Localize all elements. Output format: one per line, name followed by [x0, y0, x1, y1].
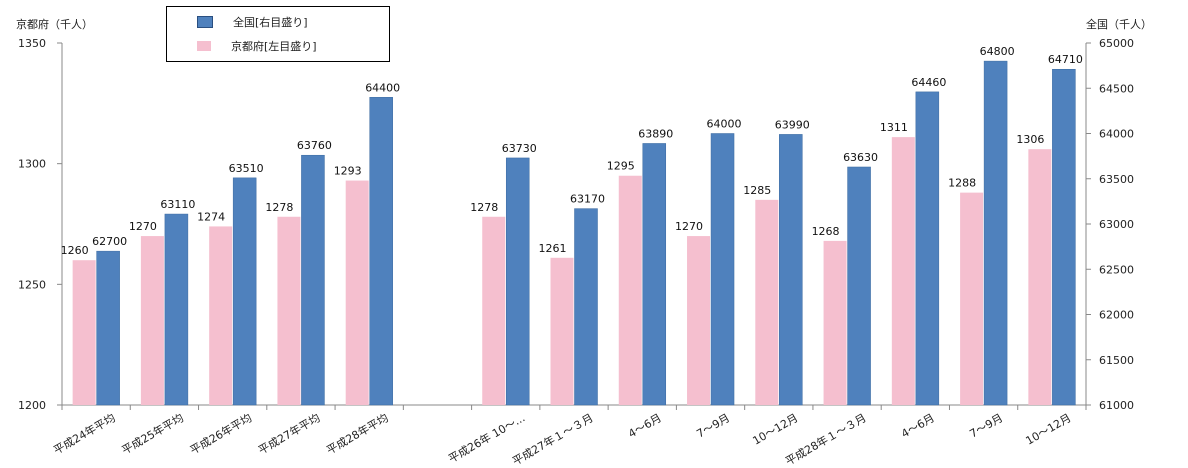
data-label-kyoto: 1293: [334, 165, 362, 178]
data-label-national: 63510: [229, 162, 264, 175]
data-label-national: 64460: [911, 76, 946, 89]
x-tick-label: 平成28年平均: [324, 410, 391, 457]
data-label-national: 64400: [365, 81, 400, 94]
bar-national: [710, 133, 735, 406]
x-tick-label: 平成26年平均: [187, 410, 254, 457]
bar-national: [369, 97, 393, 406]
bar-national: [164, 213, 189, 406]
right-tick-label: 64500: [1099, 82, 1134, 95]
x-tick-label: 平成25年平均: [119, 410, 186, 457]
data-label-national: 62700: [92, 235, 127, 248]
x-tick-label: 平成27年平均: [256, 410, 323, 457]
bar-national: [847, 166, 871, 406]
left-tick-label: 1350: [18, 37, 46, 50]
bar-national: [642, 143, 667, 406]
bar-national: [96, 250, 120, 406]
legend-swatch-kyoto: [197, 41, 211, 51]
data-label-kyoto: 1306: [1016, 133, 1044, 146]
bar-kyoto: [140, 236, 164, 405]
data-label-national: 64800: [980, 45, 1015, 58]
bar-national: [1052, 68, 1076, 406]
left-axis-title: 京都府（千人）: [16, 18, 93, 31]
bar-national: [232, 177, 257, 406]
x-tick-label: 10～12月: [1024, 411, 1074, 447]
x-tick-label: 平成24年平均: [51, 410, 118, 457]
bar-kyoto: [891, 137, 915, 405]
x-tick-label: 7～9月: [967, 411, 1005, 440]
data-label-national: 63630: [843, 151, 878, 164]
data-label-kyoto: 1288: [948, 177, 976, 190]
chart-legend: 全国[右目盛り] 京都府[左目盛り]: [166, 6, 390, 62]
left-tick-label: 1200: [18, 399, 46, 412]
left-tick-label: 1250: [18, 278, 46, 291]
legend-label-national: 全国[右目盛り]: [233, 16, 308, 29]
data-label-kyoto: 1278: [265, 201, 293, 214]
right-tick-label: 62500: [1099, 263, 1134, 276]
bar-kyoto: [1028, 149, 1052, 405]
right-tick-label: 65000: [1099, 37, 1134, 50]
legend-swatch-national: [197, 16, 213, 28]
data-label-national: 63110: [160, 198, 195, 211]
data-label-kyoto: 1311: [880, 121, 908, 134]
data-label-kyoto: 1274: [197, 210, 225, 223]
data-label-kyoto: 1261: [539, 242, 567, 255]
legend-label-kyoto: 京都府[左目盛り]: [231, 40, 317, 53]
bar-kyoto: [960, 192, 984, 405]
data-label-national: 63170: [570, 193, 605, 206]
data-label-kyoto: 1270: [129, 220, 157, 233]
bar-kyoto: [72, 260, 96, 405]
data-label-national: 63990: [775, 118, 810, 131]
right-tick-label: 61000: [1099, 399, 1134, 412]
right-tick-label: 62000: [1099, 309, 1134, 322]
data-label-kyoto: 1270: [675, 220, 703, 233]
data-label-national: 63890: [638, 127, 673, 140]
data-label-national: 63730: [502, 142, 537, 155]
x-tick-label: 10～12月: [750, 411, 800, 447]
legend-entry-national: 全国[右目盛り]: [197, 14, 308, 30]
bar-national: [779, 134, 803, 406]
bar-kyoto: [687, 236, 711, 405]
bar-kyoto: [618, 175, 642, 405]
right-tick-label: 64000: [1099, 128, 1134, 141]
data-label-kyoto: 1268: [812, 225, 840, 238]
right-tick-label: 61500: [1099, 354, 1134, 367]
data-label-kyoto: 1260: [61, 244, 89, 257]
bar-national: [915, 91, 940, 406]
bar-kyoto: [823, 240, 847, 405]
data-label-national: 64000: [707, 118, 742, 131]
x-tick-label: 4～6月: [626, 411, 664, 440]
bar-kyoto: [209, 226, 233, 405]
right-axis-title: 全国（千人）: [1086, 18, 1152, 31]
bar-national: [574, 208, 598, 406]
data-label-kyoto: 1278: [470, 201, 498, 214]
data-label-kyoto: 1295: [607, 160, 635, 173]
bar-kyoto: [550, 257, 574, 405]
left-tick-label: 1300: [18, 158, 46, 171]
right-tick-label: 63000: [1099, 218, 1134, 231]
legend-entry-kyoto: 京都府[左目盛り]: [197, 38, 317, 54]
bar-kyoto: [345, 180, 369, 405]
bar-national: [301, 154, 325, 406]
bar-kyoto: [755, 199, 779, 405]
data-label-kyoto: 1285: [743, 184, 771, 197]
right-tick-label: 63500: [1099, 173, 1134, 186]
bar-kyoto: [277, 216, 301, 405]
data-label-national: 63760: [297, 139, 332, 152]
x-tick-label: 4～6月: [899, 411, 937, 440]
bar-national: [983, 60, 1008, 406]
bar-kyoto: [482, 216, 506, 405]
x-tick-label: 7～9月: [694, 411, 732, 440]
bar-national: [505, 157, 530, 406]
data-label-national: 64710: [1048, 53, 1083, 66]
